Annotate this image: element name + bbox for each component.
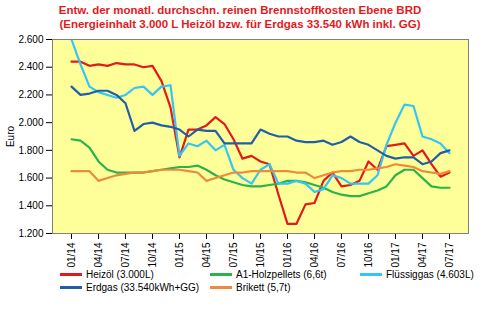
svg-text:01/14: 01/14: [66, 242, 77, 267]
svg-text:2.000: 2.000: [18, 117, 43, 128]
svg-text:1.400: 1.400: [18, 200, 43, 211]
svg-text:01/15: 01/15: [174, 242, 185, 267]
svg-text:01/17: 01/17: [390, 242, 401, 267]
svg-text:1.800: 1.800: [18, 145, 43, 156]
svg-text:10/15: 10/15: [255, 242, 266, 267]
svg-text:07/15: 07/15: [228, 242, 239, 267]
svg-text:07/16: 07/16: [336, 242, 347, 267]
svg-text:1.200: 1.200: [18, 228, 43, 239]
svg-text:07/17: 07/17: [444, 242, 455, 267]
svg-text:04/14: 04/14: [93, 242, 104, 267]
svg-text:04/16: 04/16: [309, 242, 320, 267]
svg-text:04/17: 04/17: [417, 242, 428, 267]
svg-text:10/16: 10/16: [363, 242, 374, 267]
html-text:A1-Holzpellets (6,6t): A1-Holzpellets (6,6t): [236, 269, 327, 280]
svg-text:2.200: 2.200: [18, 89, 43, 100]
html-text:Brikett (5,7t): Brikett (5,7t): [236, 282, 291, 293]
svg-text:04/15: 04/15: [201, 242, 212, 267]
html-text:Flüssiggas (4.603L): Flüssiggas (4.603L): [386, 269, 474, 280]
svg-text:1.600: 1.600: [18, 172, 43, 183]
svg-text:2.600: 2.600: [18, 34, 43, 45]
html-text:(Energieinhalt 3.000 L Heizöl: (Energieinhalt 3.000 L Heizöl bzw. für E…: [59, 18, 421, 30]
svg-text:2.400: 2.400: [18, 61, 43, 72]
html-text:Heizöl (3.000L): Heizöl (3.000L): [86, 269, 154, 280]
svg-text:07/14: 07/14: [120, 242, 131, 267]
html-text:Erdgas (33.540kWh+GG): Erdgas (33.540kWh+GG): [86, 282, 200, 293]
html-text:Entw. der monatl. durchschn. r: Entw. der monatl. durchschn. reinen Bren…: [58, 4, 422, 16]
svg-text:01/16: 01/16: [282, 242, 293, 267]
svg-text:10/14: 10/14: [147, 242, 158, 267]
svg-text:Euro: Euro: [5, 126, 16, 148]
